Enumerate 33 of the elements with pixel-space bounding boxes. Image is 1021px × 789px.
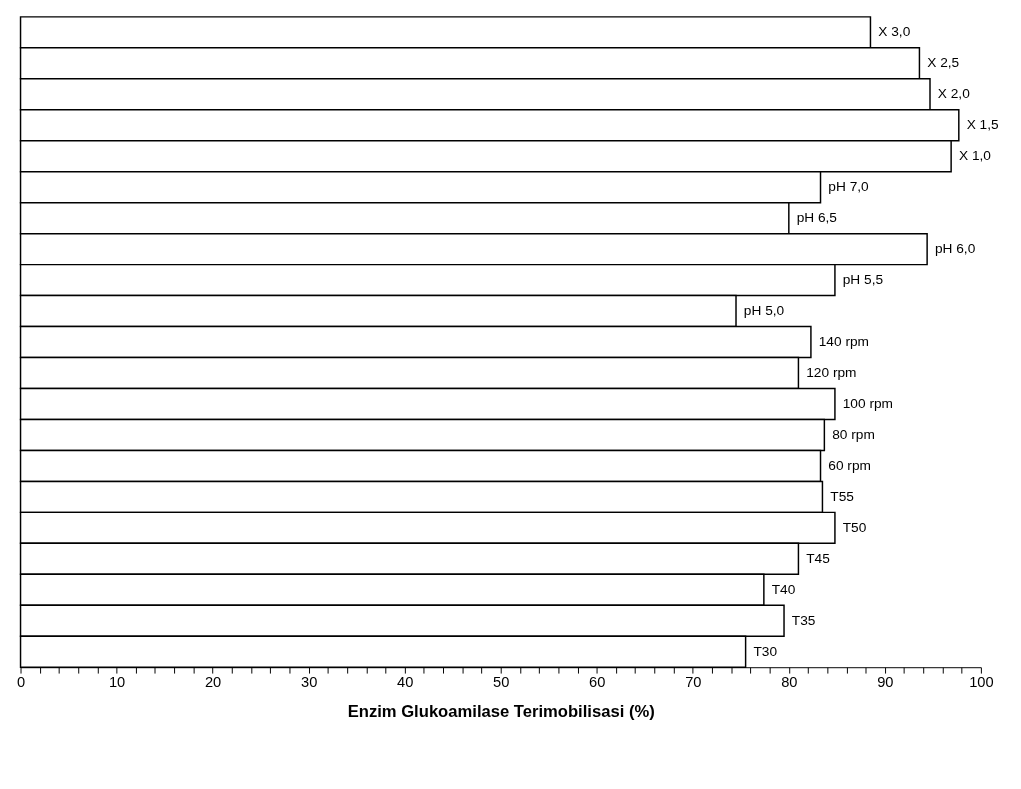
- x-tick-label: 60: [589, 674, 606, 691]
- y-tick-label: X 1,0: [958, 148, 992, 164]
- x-tick-label: 20: [204, 674, 222, 691]
- y-tick-label: T45: [806, 550, 831, 566]
- y-tick-label: T30: [753, 643, 778, 659]
- y-tick-label: pH 5,0: [743, 302, 785, 318]
- y-tick-label: 80 rpm: [832, 426, 875, 442]
- y-tick-label: pH 6,0: [934, 241, 976, 257]
- x-tick-label: 50: [493, 674, 510, 691]
- y-tick-label: T55: [830, 488, 855, 504]
- y-tick-label: T35: [791, 612, 816, 628]
- y-tick-label: T50: [842, 519, 867, 535]
- x-tick-label: 0: [16, 674, 26, 691]
- y-tick-label: pH 5,5: [842, 272, 884, 288]
- y-tick-label: pH 7,0: [828, 179, 870, 195]
- x-tick-label: 30: [300, 674, 318, 691]
- y-tick-label: X 2,5: [927, 55, 960, 71]
- y-tick-label: 140 rpm: [818, 333, 869, 349]
- x-tick-label: 100: [969, 674, 994, 691]
- y-tick-label: pH 6,5: [796, 210, 838, 226]
- x-tick-label: 90: [877, 674, 894, 691]
- x-tick-label: 40: [397, 674, 414, 691]
- y-tick-label: 120 rpm: [806, 364, 857, 380]
- y-tick-label: X 3,0: [878, 24, 911, 40]
- y-tick-label: T40: [771, 581, 796, 597]
- y-tick-label: X 2,0: [937, 86, 971, 102]
- y-tick-label: 60 rpm: [828, 457, 871, 473]
- y-tick-label: X 1,5: [966, 117, 999, 133]
- x-tick-label: 10: [108, 674, 126, 691]
- x-tick-label: 70: [685, 674, 702, 691]
- x-axis-title: Enzim Glukoamilase Terimobilisasi (%): [347, 701, 655, 721]
- x-tick-label: 80: [781, 674, 798, 691]
- y-tick-label: 100 rpm: [842, 395, 893, 411]
